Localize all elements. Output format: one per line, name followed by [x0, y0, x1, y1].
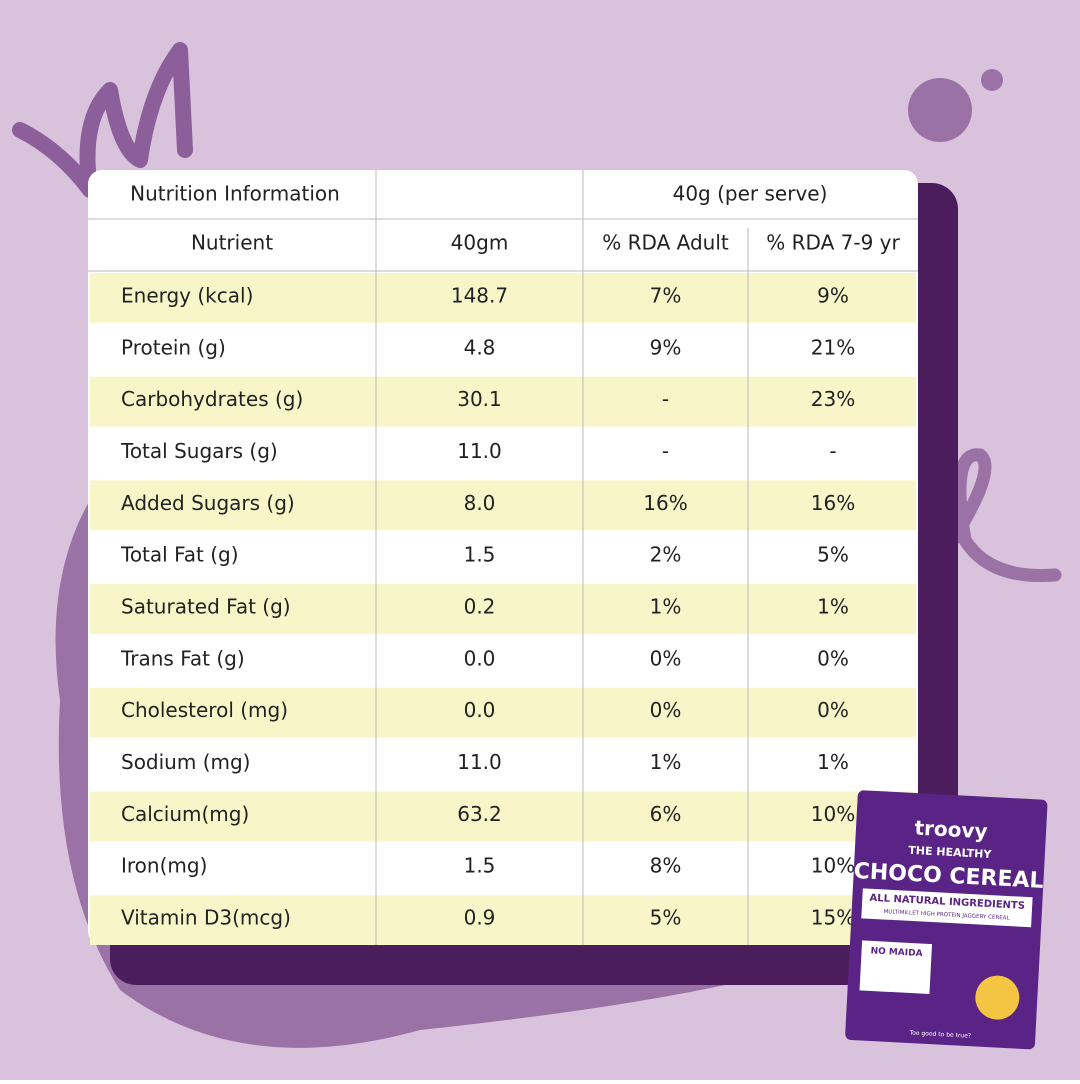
cell-value: 0% — [817, 698, 849, 722]
row-highlight — [90, 376, 916, 427]
cell-value: - — [829, 439, 836, 463]
cell-value: 0.0 — [464, 698, 496, 722]
cell-value: 9% — [817, 283, 849, 307]
brand: troovy — [914, 816, 988, 844]
cell-value: 16% — [811, 491, 855, 515]
cell-value: 11.0 — [457, 750, 502, 774]
mascot — [975, 975, 1020, 1020]
badge: NO MAIDA — [870, 946, 923, 959]
table-title: Nutrition Information — [130, 182, 340, 206]
table: Nutrition Information 40g (per serve) Nutr… — [88, 170, 918, 945]
row-highlight — [90, 273, 916, 323]
nutrient-name: Cholesterol (mg) — [121, 698, 288, 722]
cell-value: 2% — [650, 543, 682, 567]
cell-value: 11.0 — [457, 439, 502, 463]
cell-value: 1% — [650, 595, 682, 619]
cell-value: - — [662, 387, 669, 411]
cell-value: 1% — [817, 750, 849, 774]
serve-header: 40g (per serve) — [673, 182, 828, 206]
package: troovy THE HEALTHY CHOCO CEREAL ALL NATU… — [845, 790, 1048, 1050]
product-line: THE HEALTHY — [908, 844, 993, 861]
cell-value: 1.5 — [464, 854, 496, 878]
cell-value: 8.0 — [464, 491, 496, 515]
nutrient-name: Iron(mg) — [121, 854, 207, 878]
column-header: % RDA 7-9 yr — [766, 231, 900, 255]
cell-value: 9% — [650, 335, 682, 359]
cell-value: 0.0 — [464, 646, 496, 670]
badge-box — [859, 940, 933, 995]
cell-value: 4.8 — [464, 335, 496, 359]
cell-value: 63.2 — [457, 802, 502, 826]
cell-value: 148.7 — [451, 283, 508, 307]
nutrient-name: Trans Fat (g) — [120, 646, 245, 670]
row-highlight — [90, 895, 916, 945]
cell-value: 0.2 — [464, 595, 496, 619]
cell-value: 10% — [811, 802, 855, 826]
nutrient-name: Carbohydrates (g) — [121, 387, 303, 411]
dot — [981, 69, 1003, 91]
cell-value: 0% — [650, 646, 682, 670]
cell-value: 5% — [650, 906, 682, 930]
tagline: Too good to be true? — [908, 1029, 971, 1039]
loop — [933, 448, 1062, 583]
card — [88, 170, 918, 945]
cell-value: 0.9 — [464, 906, 496, 930]
row-highlight — [90, 584, 916, 634]
dot — [908, 78, 972, 142]
column-header: % RDA Adult — [602, 231, 729, 255]
cell-value: 15% — [811, 906, 855, 930]
cell-value: - — [662, 439, 669, 463]
cell-value: 5% — [817, 543, 849, 567]
column-header: Nutrient — [191, 231, 273, 255]
cell-value: 0% — [817, 646, 849, 670]
cell-value: 21% — [811, 335, 855, 359]
row-highlight — [90, 791, 916, 842]
nutrient-name: Calcium(mg) — [121, 802, 249, 826]
claim-band — [861, 888, 1033, 928]
cell-value: 1.5 — [464, 543, 496, 567]
cell-value: 1% — [817, 595, 849, 619]
cell-value: 6% — [650, 802, 682, 826]
cell-value: 1% — [650, 750, 682, 774]
cell-value: 8% — [650, 854, 682, 878]
cell-value: 0% — [650, 698, 682, 722]
nutrient-name: Total Fat (g) — [120, 543, 239, 567]
nutrient-name: Total Sugars (g) — [120, 439, 278, 463]
nutrient-name: Vitamin D3(mcg) — [121, 906, 291, 930]
row-highlight — [90, 687, 916, 738]
cell-value: 7% — [650, 283, 682, 307]
squiggle — [12, 42, 193, 198]
nutrient-name: Protein (g) — [121, 335, 226, 359]
row-highlight — [90, 480, 916, 531]
cell-value: 10% — [811, 854, 855, 878]
nutrient-name: Energy (kcal) — [121, 283, 253, 307]
nutrient-name: Saturated Fat (g) — [121, 595, 291, 619]
cell-value: 23% — [811, 387, 855, 411]
nutrient-name: Sodium (mg) — [121, 750, 250, 774]
nutrient-name: Added Sugars (g) — [121, 491, 295, 515]
column-header: 40gm — [451, 231, 509, 255]
cell-value: 30.1 — [457, 387, 502, 411]
cell-value: 16% — [643, 491, 687, 515]
